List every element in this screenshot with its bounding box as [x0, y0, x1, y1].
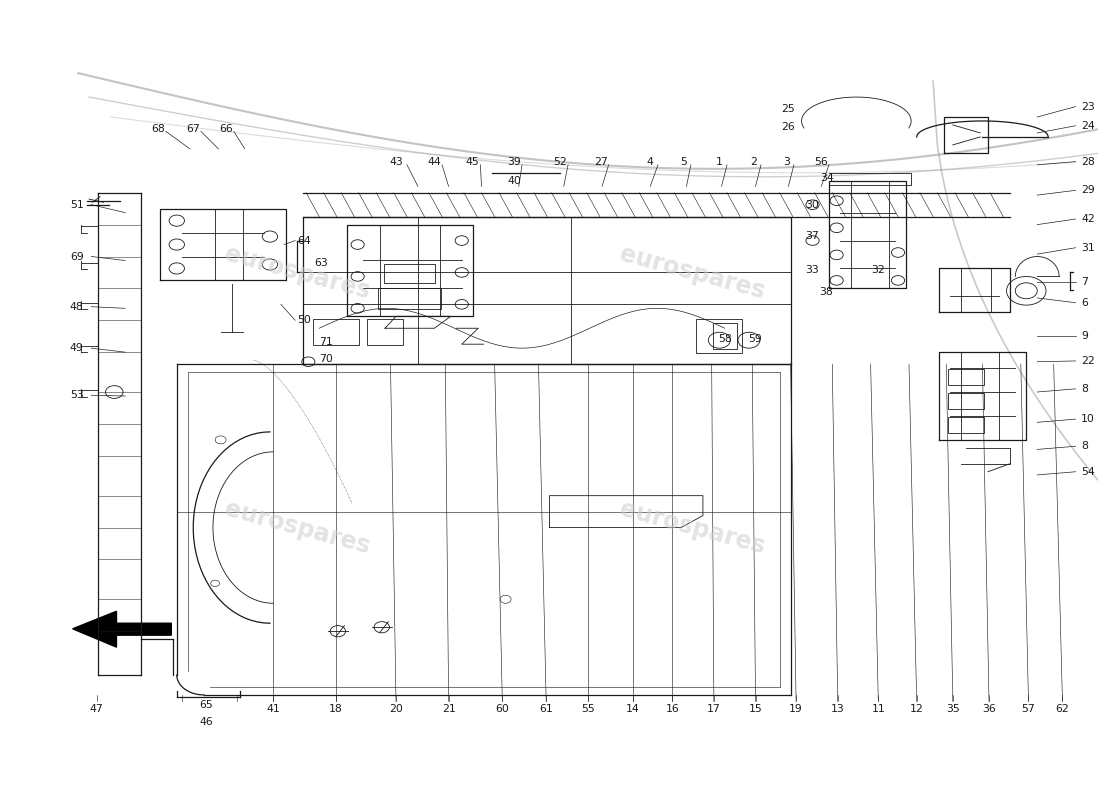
Text: 69: 69 [69, 251, 84, 262]
Text: 13: 13 [830, 704, 845, 714]
Text: 56: 56 [814, 158, 828, 167]
Text: 4: 4 [647, 158, 653, 167]
Text: 2: 2 [750, 158, 757, 167]
Text: 11: 11 [871, 704, 886, 714]
Text: 16: 16 [666, 704, 679, 714]
Text: 38: 38 [818, 286, 833, 297]
Text: 50: 50 [297, 315, 311, 326]
Text: 9: 9 [1081, 331, 1088, 342]
Text: 7: 7 [1081, 277, 1088, 287]
Text: 37: 37 [805, 230, 820, 241]
Text: 52: 52 [553, 158, 568, 167]
Text: 66: 66 [219, 124, 233, 134]
Text: 22: 22 [1081, 356, 1094, 366]
Text: 24: 24 [1081, 121, 1094, 130]
Text: 8: 8 [1081, 384, 1088, 394]
Text: 70: 70 [319, 354, 333, 363]
FancyBboxPatch shape [696, 319, 742, 353]
Text: 10: 10 [1081, 414, 1094, 424]
Text: 30: 30 [805, 200, 820, 210]
Polygon shape [73, 611, 172, 647]
Text: 43: 43 [389, 158, 403, 167]
Text: 41: 41 [266, 704, 280, 714]
Text: 58: 58 [718, 334, 732, 344]
Text: 34: 34 [820, 173, 834, 182]
Text: eurospares: eurospares [617, 497, 768, 558]
Text: 42: 42 [1081, 214, 1094, 224]
Text: 3: 3 [783, 158, 790, 167]
Text: 47: 47 [90, 704, 103, 714]
Text: 54: 54 [1081, 466, 1094, 477]
Text: 45: 45 [466, 158, 480, 167]
Text: 29: 29 [1081, 186, 1094, 195]
Text: 61: 61 [539, 704, 553, 714]
FancyBboxPatch shape [948, 369, 983, 385]
FancyBboxPatch shape [384, 264, 436, 283]
FancyBboxPatch shape [367, 319, 403, 345]
Text: eurospares: eurospares [222, 497, 373, 558]
Text: 64: 64 [297, 235, 311, 246]
Text: 19: 19 [789, 704, 803, 714]
Text: 6: 6 [1081, 298, 1088, 308]
Text: 17: 17 [707, 704, 721, 714]
Text: 68: 68 [152, 124, 165, 134]
Text: 18: 18 [329, 704, 342, 714]
Text: 62: 62 [1056, 704, 1069, 714]
Text: 60: 60 [495, 704, 509, 714]
FancyBboxPatch shape [312, 319, 359, 345]
Text: 21: 21 [442, 704, 455, 714]
Text: 57: 57 [1022, 704, 1035, 714]
Text: 27: 27 [594, 158, 608, 167]
Text: 63: 63 [314, 258, 328, 268]
Text: 59: 59 [749, 334, 762, 344]
Text: 35: 35 [946, 704, 959, 714]
FancyBboxPatch shape [948, 393, 983, 409]
Text: 26: 26 [781, 122, 795, 131]
FancyBboxPatch shape [713, 323, 737, 349]
Text: 71: 71 [319, 337, 333, 347]
Text: 23: 23 [1081, 102, 1094, 112]
Text: 49: 49 [69, 343, 84, 353]
Text: eurospares: eurospares [617, 242, 768, 303]
Text: 12: 12 [910, 704, 924, 714]
Text: 31: 31 [1081, 242, 1094, 253]
Text: 39: 39 [507, 158, 521, 167]
Text: 51: 51 [69, 200, 84, 210]
Text: 33: 33 [805, 265, 820, 275]
Text: 20: 20 [389, 704, 403, 714]
Text: 8: 8 [1081, 442, 1088, 451]
Text: 5: 5 [680, 158, 686, 167]
Text: 15: 15 [749, 704, 762, 714]
Text: 44: 44 [428, 158, 441, 167]
FancyBboxPatch shape [378, 287, 441, 309]
Text: 65: 65 [199, 700, 213, 710]
Text: 67: 67 [186, 124, 200, 134]
Text: 36: 36 [982, 704, 996, 714]
Text: 53: 53 [69, 390, 84, 400]
FancyBboxPatch shape [948, 417, 983, 433]
Text: 28: 28 [1081, 157, 1094, 166]
Text: 14: 14 [626, 704, 639, 714]
Text: 48: 48 [69, 302, 84, 312]
Text: 32: 32 [871, 265, 886, 275]
Text: 25: 25 [781, 104, 795, 114]
Text: 40: 40 [507, 176, 521, 186]
Text: 1: 1 [716, 158, 723, 167]
Text: 55: 55 [581, 704, 595, 714]
Text: 46: 46 [199, 717, 213, 727]
Text: eurospares: eurospares [222, 242, 373, 303]
